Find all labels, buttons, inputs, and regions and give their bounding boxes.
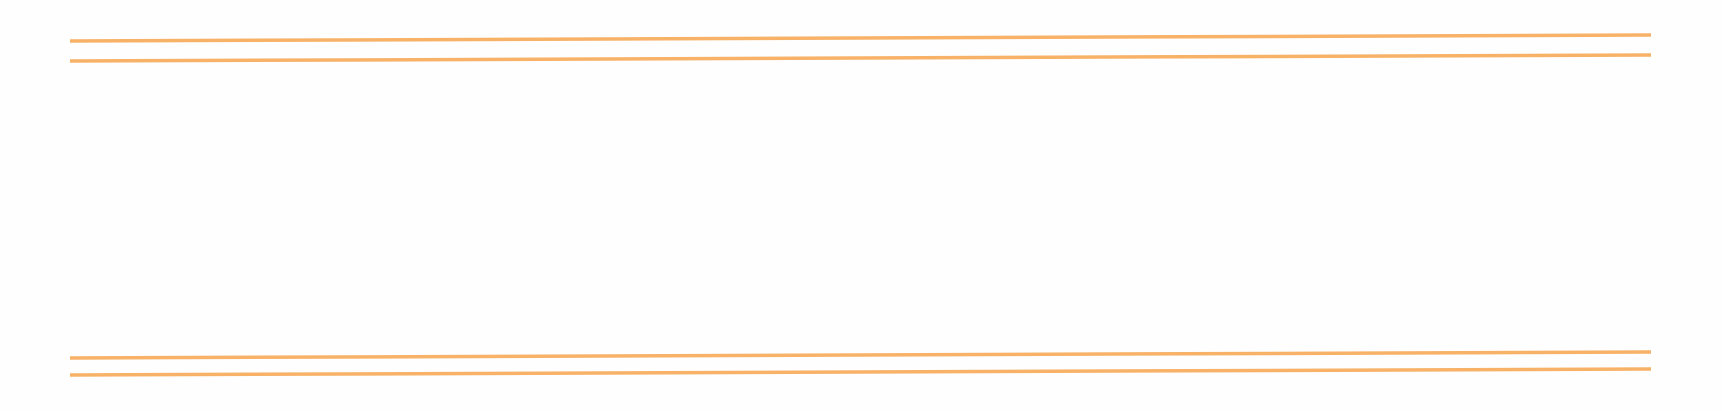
bottom-line-lower: [69, 367, 1652, 377]
top-line-lower: [69, 53, 1652, 63]
bottom-line-upper: [69, 350, 1652, 360]
top-line-upper: [69, 33, 1652, 43]
